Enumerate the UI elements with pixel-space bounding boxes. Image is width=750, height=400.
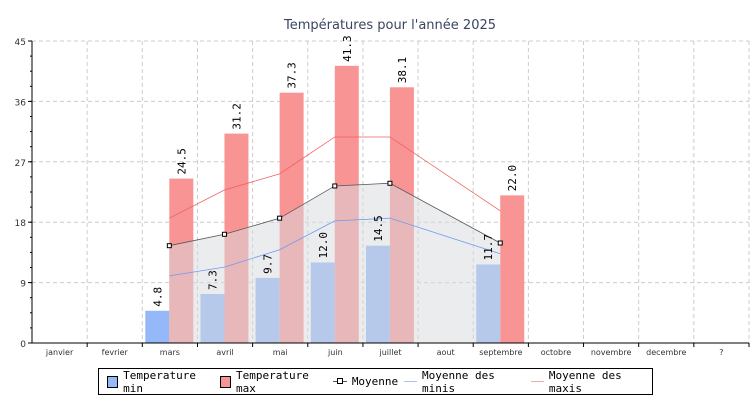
legend-label: Moyenne des maxis — [548, 368, 622, 395]
x-tick-label: mai — [273, 348, 288, 357]
legend-item-min: Temperature min — [107, 369, 214, 395]
moyenne-point — [277, 215, 283, 221]
legend-swatch — [107, 375, 119, 388]
line-moyenne — [169, 182, 501, 247]
x-tick-label: novembre — [591, 348, 632, 357]
legend-line — [404, 381, 417, 382]
bar-min — [145, 310, 170, 343]
data-label: 7.3 — [206, 270, 219, 290]
data-label: 24.5 — [175, 148, 188, 175]
legend-item-max: Temperature max — [219, 368, 327, 395]
x-tick-label: decembre — [646, 348, 686, 357]
x-tick-label: mars — [160, 348, 180, 357]
x-tick-label: aout — [437, 348, 455, 357]
y-tick-label: 27 — [15, 159, 26, 169]
x-tick-label: janvier — [45, 348, 74, 357]
line-moyenne-des-minis — [169, 217, 501, 277]
legend-line-marker — [332, 378, 347, 384]
moyenne-point — [387, 180, 393, 186]
x-tick-label: juin — [327, 348, 343, 357]
x-tick-label: octobre — [541, 348, 572, 357]
legend-item-moyenne: Moyenne — [332, 375, 399, 388]
legend-line — [531, 381, 544, 382]
moyenne-point — [497, 240, 503, 246]
legend-label: Temperature min — [123, 368, 196, 395]
moyenne-area — [169, 183, 501, 343]
data-label: 31.2 — [230, 103, 243, 130]
x-tick-label: septembre — [479, 348, 522, 357]
bar-max — [500, 195, 525, 343]
x-tick-label: avril — [216, 348, 233, 357]
chart-title: Températures pour l'année 2025 — [283, 18, 496, 33]
data-label: 9.7 — [262, 254, 275, 274]
legend: Temperature min Temperature max Moyenne … — [98, 368, 653, 395]
legend-label: Moyenne — [351, 375, 399, 388]
data-label: 14.5 — [372, 215, 385, 242]
moyenne-point — [332, 183, 338, 189]
x-tick-label: juillet — [378, 348, 401, 357]
legend-item-moyenne-maxis: Moyenne des maxis — [531, 369, 652, 395]
legend-label: Temperature max — [236, 368, 309, 395]
y-tick-label: 36 — [15, 98, 27, 108]
data-label: 22.0 — [506, 165, 519, 192]
data-label: 37.3 — [286, 62, 299, 89]
y-tick-label: 0 — [20, 340, 26, 350]
x-tick-label: ? — [719, 348, 723, 357]
y-tick-label: 9 — [20, 280, 26, 290]
line-moyenne-des-maxis — [169, 136, 501, 219]
data-label: 38.1 — [396, 57, 409, 84]
legend-label: Moyenne des minis — [421, 368, 495, 395]
y-tick-label: 45 — [15, 38, 26, 48]
data-label: 11.7 — [482, 234, 495, 261]
x-tick-label: fevrier — [102, 348, 129, 357]
legend-swatch — [219, 375, 232, 388]
data-label: 12.0 — [317, 232, 330, 259]
legend-item-moyenne-minis: Moyenne des minis — [404, 369, 525, 395]
y-tick-label: 18 — [15, 219, 27, 229]
moyenne-point — [166, 243, 172, 249]
data-label: 4.8 — [151, 287, 164, 307]
chart: Températures pour l'année 2025 0 9 18 27 36 4… — [15, 18, 750, 357]
moyenne-point — [221, 231, 227, 237]
data-label: 41.3 — [341, 35, 354, 62]
